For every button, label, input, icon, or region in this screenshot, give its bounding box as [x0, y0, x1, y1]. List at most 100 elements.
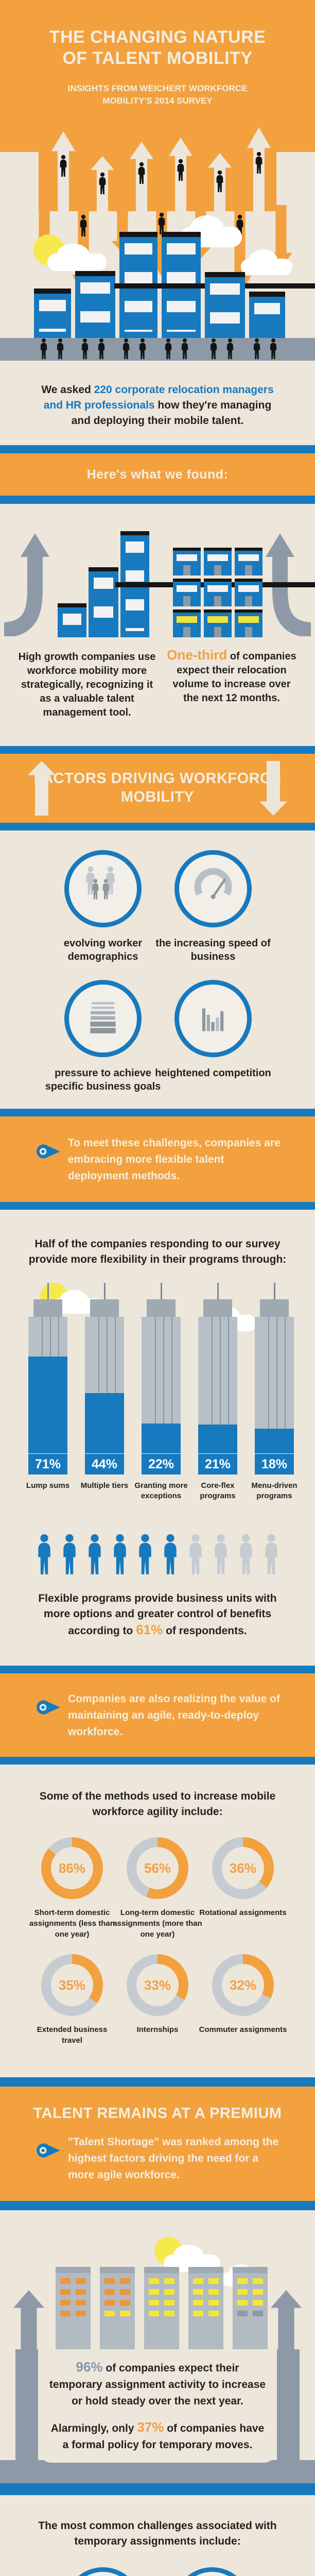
- person-icon: [177, 338, 192, 360]
- person-icon: [94, 338, 109, 360]
- premium-callout: "Talent Shortage" was ranked among the h…: [68, 2136, 279, 2181]
- building-icon: [75, 271, 115, 338]
- bar-tower: [85, 1283, 124, 1453]
- person-icon: [212, 1532, 230, 1577]
- bar-value: 44%: [85, 1454, 124, 1475]
- building-block-icon: [204, 609, 232, 637]
- challenge-circle: [64, 2567, 142, 2576]
- building-icon: [56, 2267, 91, 2349]
- person-icon: [35, 1532, 54, 1577]
- building-icon: [89, 567, 118, 637]
- finding-left: High growth companies use workforce mobi…: [18, 651, 156, 718]
- donut-label: Short-term domestic assignments (less th…: [29, 1908, 115, 1939]
- donut-chart: 33%: [127, 1954, 188, 2016]
- challenges-grid: Compliance with tax rules Separation fro…: [0, 2563, 315, 2576]
- building-block-icon: [235, 548, 262, 575]
- callout-text: To meet these challenges, companies are …: [68, 1137, 281, 1182]
- bar-tower: [28, 1283, 67, 1453]
- building-icon: [156, 232, 315, 338]
- premium-banner: TALENT REMAINS AT A PREMIUM "Talent Shor…: [0, 2077, 315, 2210]
- person-icon: [161, 1532, 180, 1577]
- donut-chart: 36%: [212, 1837, 274, 1899]
- respondents-pictogram: [0, 1529, 315, 1577]
- header-scene: THE CHANGING NATURE OF TALENT MOBILITY I…: [0, 0, 315, 361]
- building-block-icon: [204, 579, 232, 606]
- building-icon: [34, 289, 71, 338]
- donut-label: Extended business travel: [37, 2025, 108, 2045]
- person-icon: [135, 338, 150, 360]
- person-icon: [52, 338, 68, 360]
- bar-value: 18%: [255, 1454, 294, 1475]
- person-icon: [222, 338, 238, 360]
- bar-tower: [198, 1283, 237, 1453]
- curved-up-arrow-icon: [4, 533, 49, 636]
- one-third-highlight: One-third: [167, 647, 227, 663]
- cloud-icon: [241, 249, 292, 275]
- person-icon: [58, 155, 68, 177]
- person-icon: [136, 1532, 154, 1577]
- flexibility-heading: Half of the companies responding to our …: [28, 1238, 287, 1265]
- donut-chart: 86%: [41, 1837, 103, 1899]
- person-icon: [249, 338, 265, 360]
- person-icon: [262, 1532, 281, 1577]
- person-icon: [60, 1532, 79, 1577]
- person-icon: [206, 338, 221, 360]
- person-icon: [78, 214, 89, 237]
- donut-chart: 35%: [41, 1954, 103, 2016]
- person-icon: [118, 338, 134, 360]
- city-skyline: [0, 0, 315, 361]
- temporary-city-scene: [0, 2210, 315, 2349]
- decor-notch: [0, 152, 39, 212]
- person-icon: [186, 1532, 205, 1577]
- stat-box: 96% of companies expect their temporary …: [38, 2349, 277, 2463]
- callout-text: Companies are also realizing the value o…: [68, 1693, 280, 1738]
- cloud-icon: [47, 244, 107, 271]
- person-icon: [85, 1532, 104, 1577]
- up-arrow-icon: [271, 2290, 302, 2349]
- person-icon: [97, 172, 108, 195]
- building-block-icon: [173, 609, 201, 637]
- stat-96: 96% of companies expect their temporary …: [49, 2359, 266, 2407]
- bar-value: 71%: [28, 1454, 67, 1475]
- building-block-icon: [173, 548, 201, 575]
- growth-scene: [0, 518, 315, 639]
- person-icon: [176, 159, 186, 181]
- speedometer-icon: [190, 865, 236, 913]
- bar-category-label: Lump sums: [26, 1481, 70, 1490]
- page-subtitle: INSIGHTS FROM WEICHERT WORKFORCE MOBILIT…: [67, 83, 248, 106]
- factors-banner-title: FACTORS DRIVING WORKFORCE MOBILITY: [33, 770, 282, 805]
- frame-road: [0, 2460, 315, 2483]
- frame-column: [15, 2349, 38, 2468]
- list-icon: [80, 995, 126, 1043]
- stat-frame: 96% of companies expect their temporary …: [0, 2349, 315, 2483]
- page-title: THE CHANGING NATURE OF TALENT MOBILITY: [49, 27, 266, 68]
- donut-label: Rotational assignments: [199, 1908, 287, 1917]
- bar-chart-icon: [190, 995, 236, 1043]
- bar-value: 22%: [142, 1454, 181, 1475]
- premium-title: TALENT REMAINS AT A PREMIUM: [33, 2105, 282, 2122]
- challenge-circle: [173, 2567, 251, 2576]
- decor-notch: [276, 152, 315, 212]
- person-icon: [215, 170, 225, 193]
- person-icon: [156, 212, 167, 235]
- agree-statement: Flexible programs provide business units…: [38, 1592, 277, 1637]
- factor-label: pressure to achieve specific business go…: [45, 1067, 161, 1092]
- factor-circle: [64, 850, 142, 927]
- methods-heading: Some of the methods used to increase mob…: [39, 1790, 276, 1818]
- factor-circle: [174, 850, 252, 927]
- pointer-icon: [36, 1699, 61, 1716]
- curved-up-arrow-icon: [266, 533, 311, 636]
- found-banner-text: Here's what we found:: [86, 467, 229, 482]
- person-icon: [266, 338, 281, 360]
- person-icon: [136, 162, 147, 184]
- factor-circle: [64, 980, 142, 1057]
- thirty-seven-highlight: 37%: [137, 2419, 164, 2435]
- bar-category-label: Multiple tiers: [80, 1481, 129, 1490]
- callout-banner: To meet these challenges, companies are …: [0, 1109, 315, 1210]
- donut-label: Internships: [136, 2025, 179, 2034]
- building-icon: [249, 292, 285, 338]
- building-block-icon: [204, 548, 232, 575]
- family-icon: [80, 865, 126, 913]
- ninety-six-highlight: 96%: [76, 2359, 103, 2375]
